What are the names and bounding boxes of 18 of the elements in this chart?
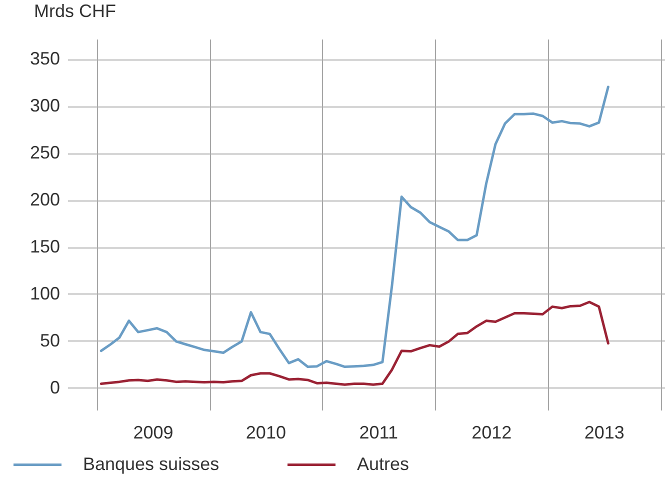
x-tick-label: 2011 [359, 422, 398, 442]
x-tick-label: 2012 [472, 422, 512, 442]
y-tick-label: 250 [30, 142, 60, 163]
x-tick-label: 2013 [584, 422, 624, 442]
y-axis-title: Mrds CHF [34, 1, 116, 21]
y-tick-label: 200 [30, 190, 60, 210]
x-tick-label: 2009 [133, 422, 174, 442]
x-tick-label: 2010 [246, 422, 286, 442]
legend-label: Banques suisses [83, 454, 220, 474]
y-tick-label: 50 [40, 330, 60, 350]
y-tick-label: 150 [30, 236, 60, 257]
y-tick-label: 350 [30, 48, 60, 69]
legend-label: Autres [357, 454, 410, 474]
y-tick-label: 100 [30, 283, 60, 304]
line-series [100, 86, 610, 368]
y-tick-label: 300 [30, 96, 60, 116]
line-series [100, 300, 610, 386]
y-tick-label: 0 [50, 377, 60, 398]
